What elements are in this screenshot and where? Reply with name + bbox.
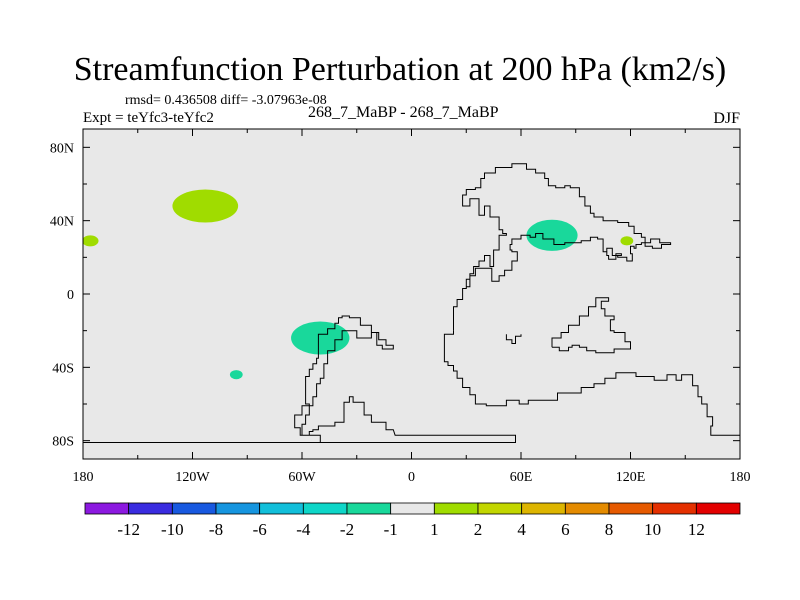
period-label: 268_7_MaBP - 268_7_MaBP	[308, 104, 499, 121]
x-tick-label: 60W	[288, 470, 316, 485]
y-tick-label: 40N	[50, 215, 74, 230]
colorbar-swatch	[521, 502, 566, 515]
colorbar-swatch	[433, 502, 479, 515]
colorbar: -12 -10 -8 -6 -4 -2 -1 1 2 4 6 8 10 12	[84, 502, 741, 539]
colorbar-swatch	[259, 502, 304, 515]
colorbar-label: 6	[561, 520, 570, 539]
stats-label: rmsd= 0.436508 diff= -3.07963e-08	[125, 93, 327, 108]
coastline	[606, 251, 622, 260]
colorbar-label: 4	[517, 520, 526, 539]
plot-area	[83, 129, 740, 459]
y-tick-label: 80N	[50, 141, 74, 156]
anomaly-layer	[83, 189, 634, 380]
colorbar-label: -1	[384, 520, 398, 539]
anomaly-region	[172, 189, 239, 223]
colorbar-label: -2	[340, 520, 354, 539]
colorbar-swatch	[477, 502, 523, 515]
colorbar-swatch	[608, 502, 654, 515]
x-tick-label: 0	[408, 470, 415, 485]
coastline-layer	[83, 147, 740, 443]
anomaly-region	[620, 236, 634, 246]
colorbar-label: 8	[605, 520, 614, 539]
colorbar-swatch	[84, 502, 130, 515]
x-tick-label: 60E	[510, 470, 533, 485]
coastline	[453, 163, 672, 331]
colorbar-label: -12	[117, 520, 140, 539]
colorbar-label: 2	[474, 520, 483, 539]
x-tick-label: 180	[73, 470, 94, 485]
colorbar-swatch	[652, 502, 697, 515]
colorbar-label: -8	[209, 520, 223, 539]
colorbar-swatch	[346, 502, 392, 515]
coastline	[443, 330, 740, 436]
coastline	[551, 297, 631, 354]
coastline	[83, 315, 516, 443]
anomaly-region	[83, 235, 99, 247]
colorbar-swatch	[215, 502, 261, 515]
colorbar-swatch	[171, 502, 217, 515]
colorbar-label: -6	[253, 520, 267, 539]
colorbar-swatch	[128, 502, 173, 515]
colorbar-label: 1	[430, 520, 439, 539]
colorbar-label: 12	[688, 520, 705, 539]
y-tick-label: 0	[67, 288, 74, 303]
axis-ticks: 180 120W 60W 0 60E 120E 180 80N 40N 0 40S 80S	[50, 129, 751, 485]
anomaly-region	[291, 321, 350, 355]
season-label: DJF	[713, 110, 740, 127]
experiment-label: Expt = teYfc3-teYfc2	[83, 110, 214, 126]
colorbar-label: -10	[161, 520, 184, 539]
colorbar-label: 10	[644, 520, 661, 539]
colorbar-label: -4	[296, 520, 311, 539]
colorbar-swatch	[302, 502, 348, 515]
x-tick-label: 180	[730, 470, 751, 485]
chart-title: Streamfunction Perturbation at 200 hPa (…	[73, 51, 727, 88]
colorbar-swatch	[695, 502, 741, 515]
y-tick-label: 40S	[52, 361, 74, 376]
x-tick-label: 120W	[175, 470, 210, 485]
colorbar-swatch	[564, 502, 610, 515]
anomaly-region	[526, 219, 578, 251]
x-tick-label: 120E	[616, 470, 646, 485]
colorbar-swatch	[390, 502, 435, 515]
anomaly-region	[229, 370, 243, 380]
coastline	[505, 334, 522, 344]
y-tick-label: 80S	[52, 435, 74, 450]
